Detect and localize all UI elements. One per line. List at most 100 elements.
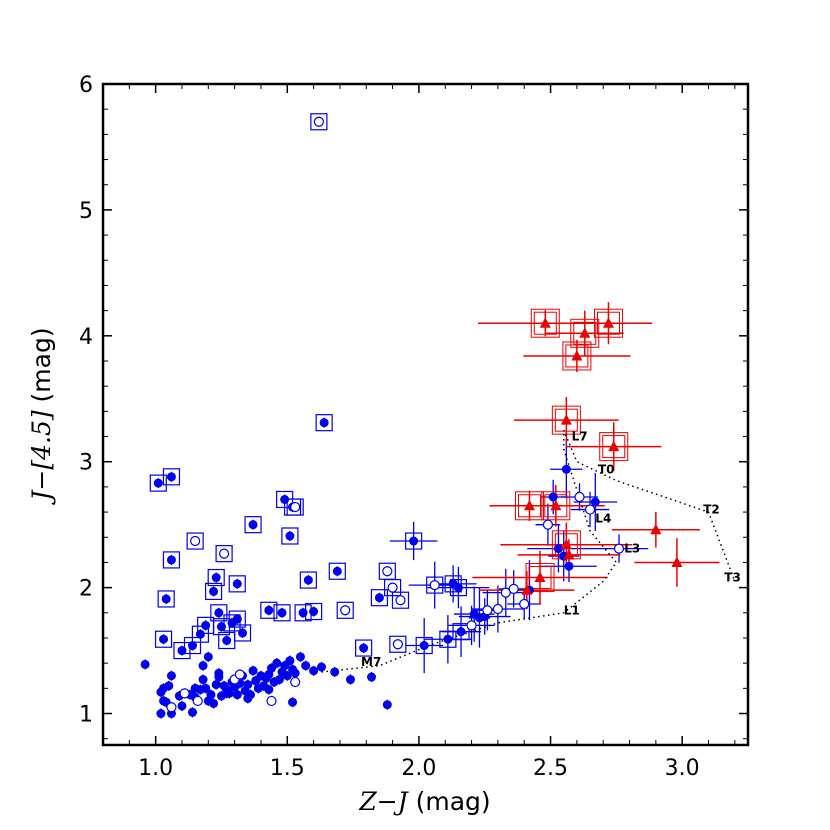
data-point [290,501,301,513]
data-point [560,538,572,550]
data-point [198,675,208,685]
data-point [166,671,176,681]
box-marker [596,311,620,335]
box-marker [554,408,578,432]
box-marker [186,532,204,550]
box-marker [207,568,225,587]
box-marker [223,614,241,632]
box-marker [570,318,600,348]
axis-ticks: 1.0 1.5 2.0 2.5 3.0 1 2 3 4 5 6 [79,73,748,781]
data-point [201,620,211,630]
data-point [161,594,171,604]
data-point [319,418,329,428]
box-marker [273,604,291,622]
data-point [508,583,519,594]
box-marker [173,641,191,660]
box-marker [528,566,552,590]
data-point [140,659,150,669]
data-point [232,579,242,589]
box-marker [444,575,462,593]
box-marker [389,635,407,653]
x-axis-title-var: Z−J [358,787,409,816]
data-point [209,698,219,708]
box-marker [328,562,346,580]
data-point [367,672,377,682]
box-marker [565,344,589,368]
box-marker [452,623,470,641]
data-point [466,620,477,631]
data-point [602,317,614,328]
data-point [219,548,230,559]
box-marker [157,590,175,608]
data-point [166,472,176,482]
data-point [571,349,583,361]
data-point [560,414,572,425]
y-tick-label: 3 [79,451,93,476]
spectral-type-label: L7 [572,430,588,444]
box-marker [215,545,233,563]
data-point [214,668,224,678]
box-marker [602,435,626,459]
data-point [166,555,176,565]
box-marker [541,491,571,521]
data-point [211,680,221,690]
y-tick-label: 6 [79,73,93,98]
data-point [177,701,187,711]
data-point [159,634,169,644]
plot-frame [101,82,750,747]
spectral-type-label: T3 [724,571,741,585]
data-point [387,582,398,593]
data-point [564,561,574,571]
data-point [309,607,319,617]
spectral-type-label: T2 [703,503,720,517]
y-tick-label: 2 [79,577,93,602]
box-marker [370,589,389,607]
data-point [248,520,258,530]
data-point [188,707,198,717]
y-tick-label: 1 [79,703,93,728]
box-marker [162,468,181,486]
data-point [264,605,274,615]
data-point [330,667,340,677]
data-point [392,639,403,650]
spectral-type-label: M7 [361,655,381,669]
spectral-type-label: T0 [598,462,615,476]
x-tick-label: 1.0 [138,756,173,781]
data-point [534,571,546,583]
box-marker [517,494,541,518]
data-point [382,566,393,577]
data-point [288,697,298,707]
data-point [282,671,292,681]
data-point [298,608,308,618]
data-point [419,641,429,651]
data-point [453,583,463,593]
data-point [192,695,203,707]
box-marker [260,601,278,619]
data-point [340,605,351,616]
data-point [222,635,232,645]
data-point [280,494,290,504]
data-point [359,643,369,653]
x-tick-label: 1.5 [270,756,305,781]
x-tick-label: 3.0 [665,756,700,781]
error-bar-layer [141,116,720,719]
spectral-type-label: L1 [564,603,580,617]
data-point [482,605,493,616]
box-marker [336,601,354,619]
box-marker [204,582,223,600]
box-marker [228,610,246,628]
data-point [266,695,277,707]
data-point [285,656,295,666]
data-point [561,464,571,474]
data-point [523,499,535,511]
y-tick-label: 4 [79,325,93,350]
spectral-sequence-layer: M7 L1 L3 L4 L7 T0 T2 T3 [321,430,741,673]
box-marker [286,498,304,516]
data-point [317,662,327,672]
data-point [613,543,625,554]
box-marker [599,432,629,462]
box-marker [154,630,173,648]
data-point [443,634,453,644]
data-point [492,603,503,615]
x-axis-title: Z−J (mag) [358,787,490,816]
